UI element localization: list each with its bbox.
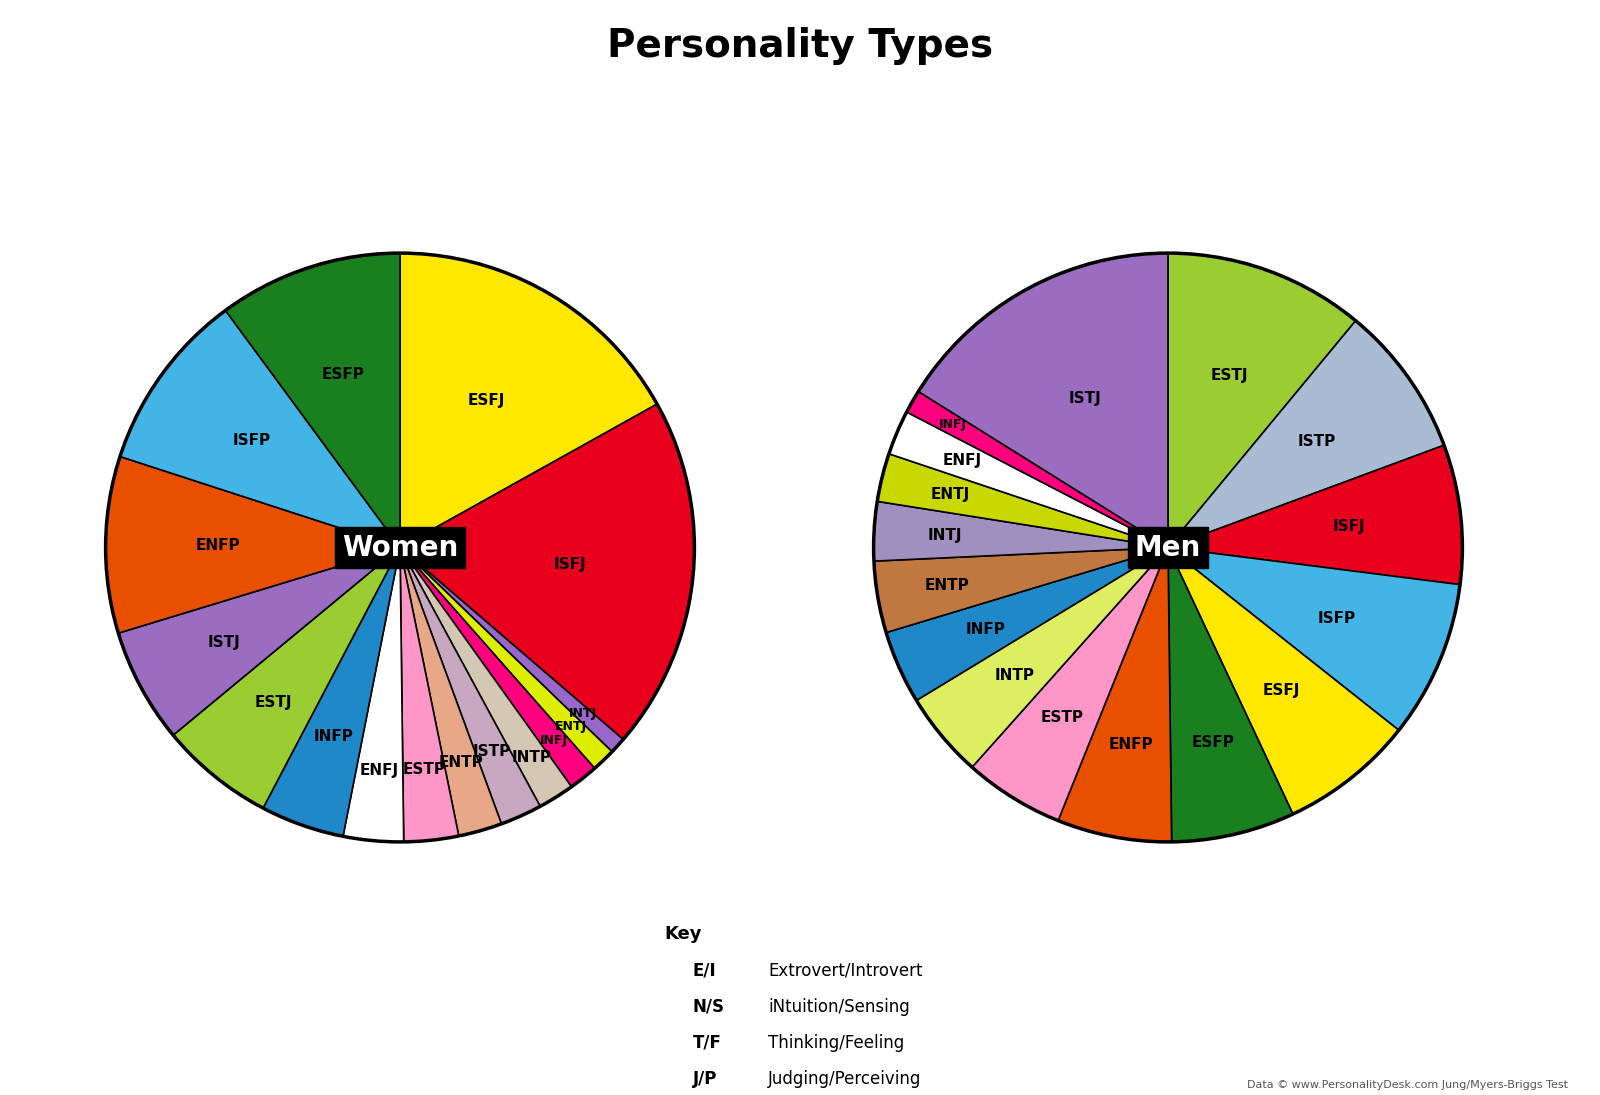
Wedge shape xyxy=(1168,548,1398,814)
Text: ESFP: ESFP xyxy=(1192,735,1234,750)
Text: INTJ: INTJ xyxy=(570,707,597,721)
Text: ENTP: ENTP xyxy=(438,756,483,770)
Text: ESTP: ESTP xyxy=(402,762,445,777)
Text: INFJ: INFJ xyxy=(541,735,568,748)
Wedge shape xyxy=(1168,321,1445,548)
Wedge shape xyxy=(226,253,400,548)
Text: ENFP: ENFP xyxy=(1109,737,1154,752)
Text: T/F: T/F xyxy=(693,1034,722,1051)
Wedge shape xyxy=(120,310,400,548)
Wedge shape xyxy=(1168,548,1461,730)
Text: ISTJ: ISTJ xyxy=(208,635,240,649)
Text: ENTP: ENTP xyxy=(925,578,970,592)
Text: INFJ: INFJ xyxy=(939,418,968,431)
Wedge shape xyxy=(400,548,571,806)
Text: ESTJ: ESTJ xyxy=(1211,368,1248,383)
Wedge shape xyxy=(1058,548,1171,842)
Wedge shape xyxy=(400,253,658,548)
Text: INFP: INFP xyxy=(965,622,1005,636)
Text: ISFP: ISFP xyxy=(1317,611,1355,625)
Wedge shape xyxy=(400,404,694,739)
Wedge shape xyxy=(400,548,541,823)
Text: ESFJ: ESFJ xyxy=(1262,683,1299,699)
Text: Personality Types: Personality Types xyxy=(606,27,994,66)
Text: ENFP: ENFP xyxy=(195,539,240,553)
Text: ESFP: ESFP xyxy=(322,367,365,381)
Wedge shape xyxy=(173,548,400,808)
Text: INTP: INTP xyxy=(510,750,550,764)
Text: INTJ: INTJ xyxy=(928,528,962,543)
Wedge shape xyxy=(106,457,400,633)
Wedge shape xyxy=(973,548,1168,820)
Text: Judging/Perceiving: Judging/Perceiving xyxy=(768,1070,922,1087)
Text: Thinking/Feeling: Thinking/Feeling xyxy=(768,1034,904,1051)
Wedge shape xyxy=(1168,253,1355,548)
Text: INFP: INFP xyxy=(314,729,354,744)
Wedge shape xyxy=(907,392,1168,548)
Text: Men: Men xyxy=(1134,533,1202,562)
Wedge shape xyxy=(342,548,403,842)
Text: Extrovert/Introvert: Extrovert/Introvert xyxy=(768,961,923,979)
Wedge shape xyxy=(400,548,595,786)
Wedge shape xyxy=(400,548,501,835)
Text: ESTJ: ESTJ xyxy=(254,695,293,711)
Text: N/S: N/S xyxy=(693,998,725,1015)
Text: iNtuition/Sensing: iNtuition/Sensing xyxy=(768,998,910,1015)
Text: ISFJ: ISFJ xyxy=(1333,519,1366,534)
Text: ENTJ: ENTJ xyxy=(931,486,970,502)
Wedge shape xyxy=(917,548,1168,768)
Wedge shape xyxy=(874,548,1168,633)
Text: Data © www.PersonalityDesk.com Jung/Myers-Briggs Test: Data © www.PersonalityDesk.com Jung/Myer… xyxy=(1246,1080,1568,1090)
Wedge shape xyxy=(890,412,1168,548)
Wedge shape xyxy=(886,548,1168,701)
Text: ESFJ: ESFJ xyxy=(467,393,506,407)
Wedge shape xyxy=(877,453,1168,548)
Text: ENTJ: ENTJ xyxy=(555,719,587,733)
Wedge shape xyxy=(118,548,400,735)
Text: Women: Women xyxy=(342,533,458,562)
Text: ENFJ: ENFJ xyxy=(942,452,981,468)
Text: Key: Key xyxy=(664,925,701,943)
Text: ISTP: ISTP xyxy=(1298,435,1336,449)
Wedge shape xyxy=(400,548,459,842)
Wedge shape xyxy=(1168,446,1462,585)
Wedge shape xyxy=(874,502,1168,561)
Text: ISTP: ISTP xyxy=(474,744,510,759)
Text: INTP: INTP xyxy=(994,668,1034,683)
Text: J/P: J/P xyxy=(693,1070,717,1087)
Wedge shape xyxy=(262,548,400,837)
Text: E/I: E/I xyxy=(693,961,717,979)
Text: ENFJ: ENFJ xyxy=(360,763,400,777)
Text: ISFP: ISFP xyxy=(234,434,270,448)
Text: ESTP: ESTP xyxy=(1042,710,1083,725)
Text: ISFJ: ISFJ xyxy=(554,557,586,572)
Wedge shape xyxy=(400,548,624,751)
Text: ISTJ: ISTJ xyxy=(1069,391,1101,405)
Wedge shape xyxy=(400,548,613,769)
Wedge shape xyxy=(918,253,1168,548)
Wedge shape xyxy=(1168,548,1293,842)
